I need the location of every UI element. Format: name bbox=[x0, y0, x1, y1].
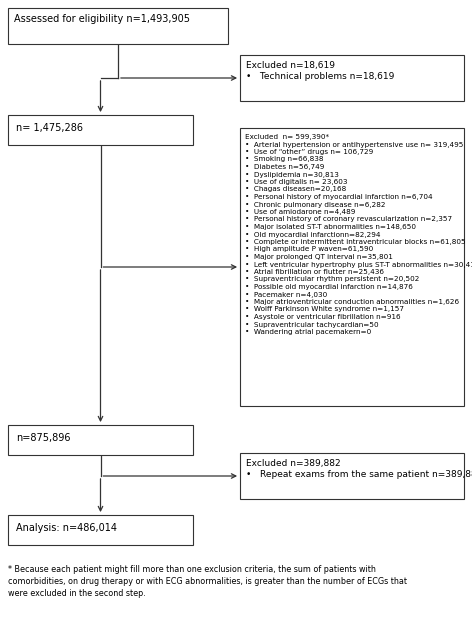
Text: Assessed for eligibility n=1,493,905: Assessed for eligibility n=1,493,905 bbox=[14, 14, 190, 24]
Text: n= 1,475,286: n= 1,475,286 bbox=[16, 123, 83, 133]
Text: Excluded n=18,619
•   Technical problems n=18,619: Excluded n=18,619 • Technical problems n… bbox=[246, 61, 395, 81]
Text: * Because each patient might fill more than one exclusion criteria, the sum of p: * Because each patient might fill more t… bbox=[8, 565, 407, 597]
Text: Excluded n=389,882
•   Repeat exams from the same patient n=389,882: Excluded n=389,882 • Repeat exams from t… bbox=[246, 459, 472, 479]
Text: Excluded  n= 599,390*
•  Arterial hypertension or antihypertensive use n= 319,49: Excluded n= 599,390* • Arterial hyperten… bbox=[245, 134, 472, 335]
FancyBboxPatch shape bbox=[8, 8, 228, 44]
FancyBboxPatch shape bbox=[240, 453, 464, 499]
FancyBboxPatch shape bbox=[8, 515, 193, 545]
Text: n=875,896: n=875,896 bbox=[16, 433, 70, 443]
Text: Analysis: n=486,014: Analysis: n=486,014 bbox=[16, 523, 117, 533]
FancyBboxPatch shape bbox=[8, 425, 193, 455]
FancyBboxPatch shape bbox=[240, 128, 464, 406]
FancyBboxPatch shape bbox=[8, 115, 193, 145]
FancyBboxPatch shape bbox=[240, 55, 464, 101]
